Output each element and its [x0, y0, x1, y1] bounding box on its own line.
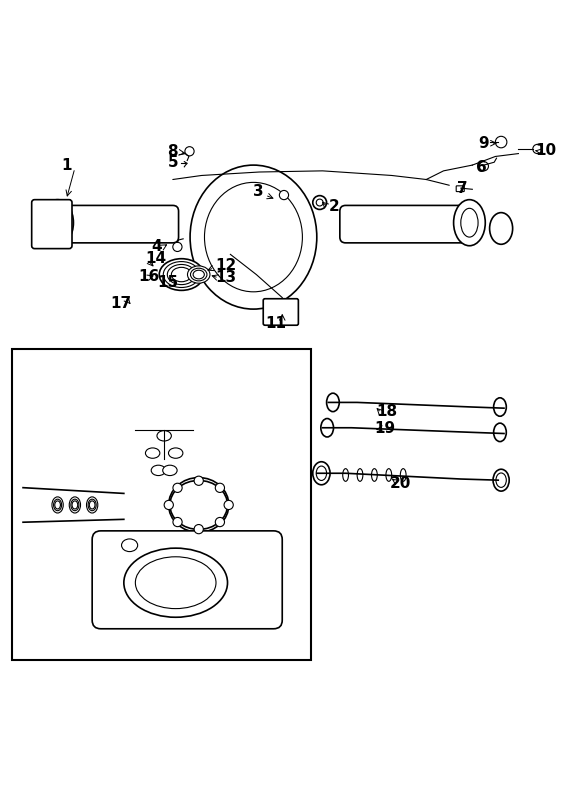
Circle shape — [164, 501, 173, 509]
Ellipse shape — [178, 486, 219, 524]
Circle shape — [224, 501, 233, 509]
Ellipse shape — [69, 497, 81, 513]
Ellipse shape — [343, 468, 348, 482]
Ellipse shape — [490, 213, 513, 244]
Text: 14: 14 — [145, 252, 166, 267]
Text: 3: 3 — [253, 184, 263, 199]
Text: 6: 6 — [476, 161, 486, 176]
Text: 18: 18 — [376, 404, 397, 419]
Ellipse shape — [357, 468, 363, 482]
Ellipse shape — [327, 393, 339, 411]
Ellipse shape — [88, 499, 96, 511]
Ellipse shape — [172, 267, 191, 282]
Ellipse shape — [124, 548, 228, 617]
Ellipse shape — [122, 539, 138, 551]
Text: 10: 10 — [536, 142, 556, 157]
Text: 19: 19 — [374, 422, 395, 437]
FancyBboxPatch shape — [32, 199, 72, 248]
Ellipse shape — [151, 465, 165, 475]
Ellipse shape — [400, 468, 406, 482]
Text: 2: 2 — [329, 199, 339, 214]
Ellipse shape — [496, 473, 506, 487]
Text: 16: 16 — [138, 269, 159, 284]
Ellipse shape — [170, 480, 228, 529]
Ellipse shape — [159, 259, 204, 290]
Text: 15: 15 — [158, 274, 179, 290]
Ellipse shape — [372, 468, 377, 482]
Ellipse shape — [453, 199, 485, 246]
Ellipse shape — [493, 469, 509, 491]
Ellipse shape — [169, 448, 183, 458]
Text: 17: 17 — [111, 296, 131, 311]
Ellipse shape — [52, 497, 63, 513]
Circle shape — [173, 483, 182, 493]
Ellipse shape — [42, 199, 74, 246]
Ellipse shape — [54, 499, 62, 511]
FancyBboxPatch shape — [456, 186, 464, 191]
Text: 4: 4 — [151, 240, 162, 255]
Ellipse shape — [55, 501, 60, 509]
Ellipse shape — [494, 423, 506, 441]
Ellipse shape — [169, 478, 229, 532]
Text: 5: 5 — [168, 155, 178, 170]
Ellipse shape — [71, 499, 79, 511]
Ellipse shape — [193, 271, 204, 279]
Ellipse shape — [191, 268, 207, 281]
Ellipse shape — [461, 208, 478, 237]
FancyBboxPatch shape — [40, 206, 179, 243]
Ellipse shape — [173, 482, 224, 528]
Text: 9: 9 — [479, 136, 489, 151]
Text: 8: 8 — [168, 144, 178, 159]
Ellipse shape — [187, 266, 210, 283]
Circle shape — [313, 195, 327, 210]
Ellipse shape — [164, 262, 199, 287]
Ellipse shape — [145, 448, 160, 458]
Text: 20: 20 — [389, 475, 411, 490]
Bar — [12, 350, 311, 660]
Ellipse shape — [135, 557, 216, 608]
Ellipse shape — [494, 398, 506, 416]
Circle shape — [495, 136, 507, 148]
Ellipse shape — [86, 497, 98, 513]
Ellipse shape — [167, 264, 195, 285]
Circle shape — [215, 517, 225, 527]
Text: 1: 1 — [61, 157, 71, 172]
Text: 13: 13 — [216, 270, 237, 285]
Circle shape — [194, 476, 203, 486]
Ellipse shape — [386, 468, 392, 482]
Circle shape — [316, 199, 323, 206]
Circle shape — [185, 146, 194, 156]
Circle shape — [479, 161, 488, 171]
Circle shape — [215, 483, 225, 493]
FancyBboxPatch shape — [263, 299, 298, 325]
Ellipse shape — [321, 418, 334, 437]
Text: 7: 7 — [457, 180, 467, 195]
Circle shape — [194, 524, 203, 534]
Text: 11: 11 — [265, 316, 286, 331]
Circle shape — [279, 191, 289, 199]
Ellipse shape — [313, 462, 330, 485]
Ellipse shape — [162, 465, 177, 475]
Text: 12: 12 — [216, 258, 237, 273]
Ellipse shape — [157, 430, 172, 441]
Circle shape — [533, 145, 542, 153]
Circle shape — [173, 517, 182, 527]
FancyBboxPatch shape — [340, 206, 478, 243]
Ellipse shape — [89, 501, 95, 509]
FancyBboxPatch shape — [92, 531, 282, 629]
Ellipse shape — [72, 501, 78, 509]
Ellipse shape — [204, 183, 302, 292]
Ellipse shape — [49, 208, 66, 237]
Ellipse shape — [316, 466, 327, 480]
Ellipse shape — [190, 165, 317, 309]
Circle shape — [173, 242, 182, 252]
